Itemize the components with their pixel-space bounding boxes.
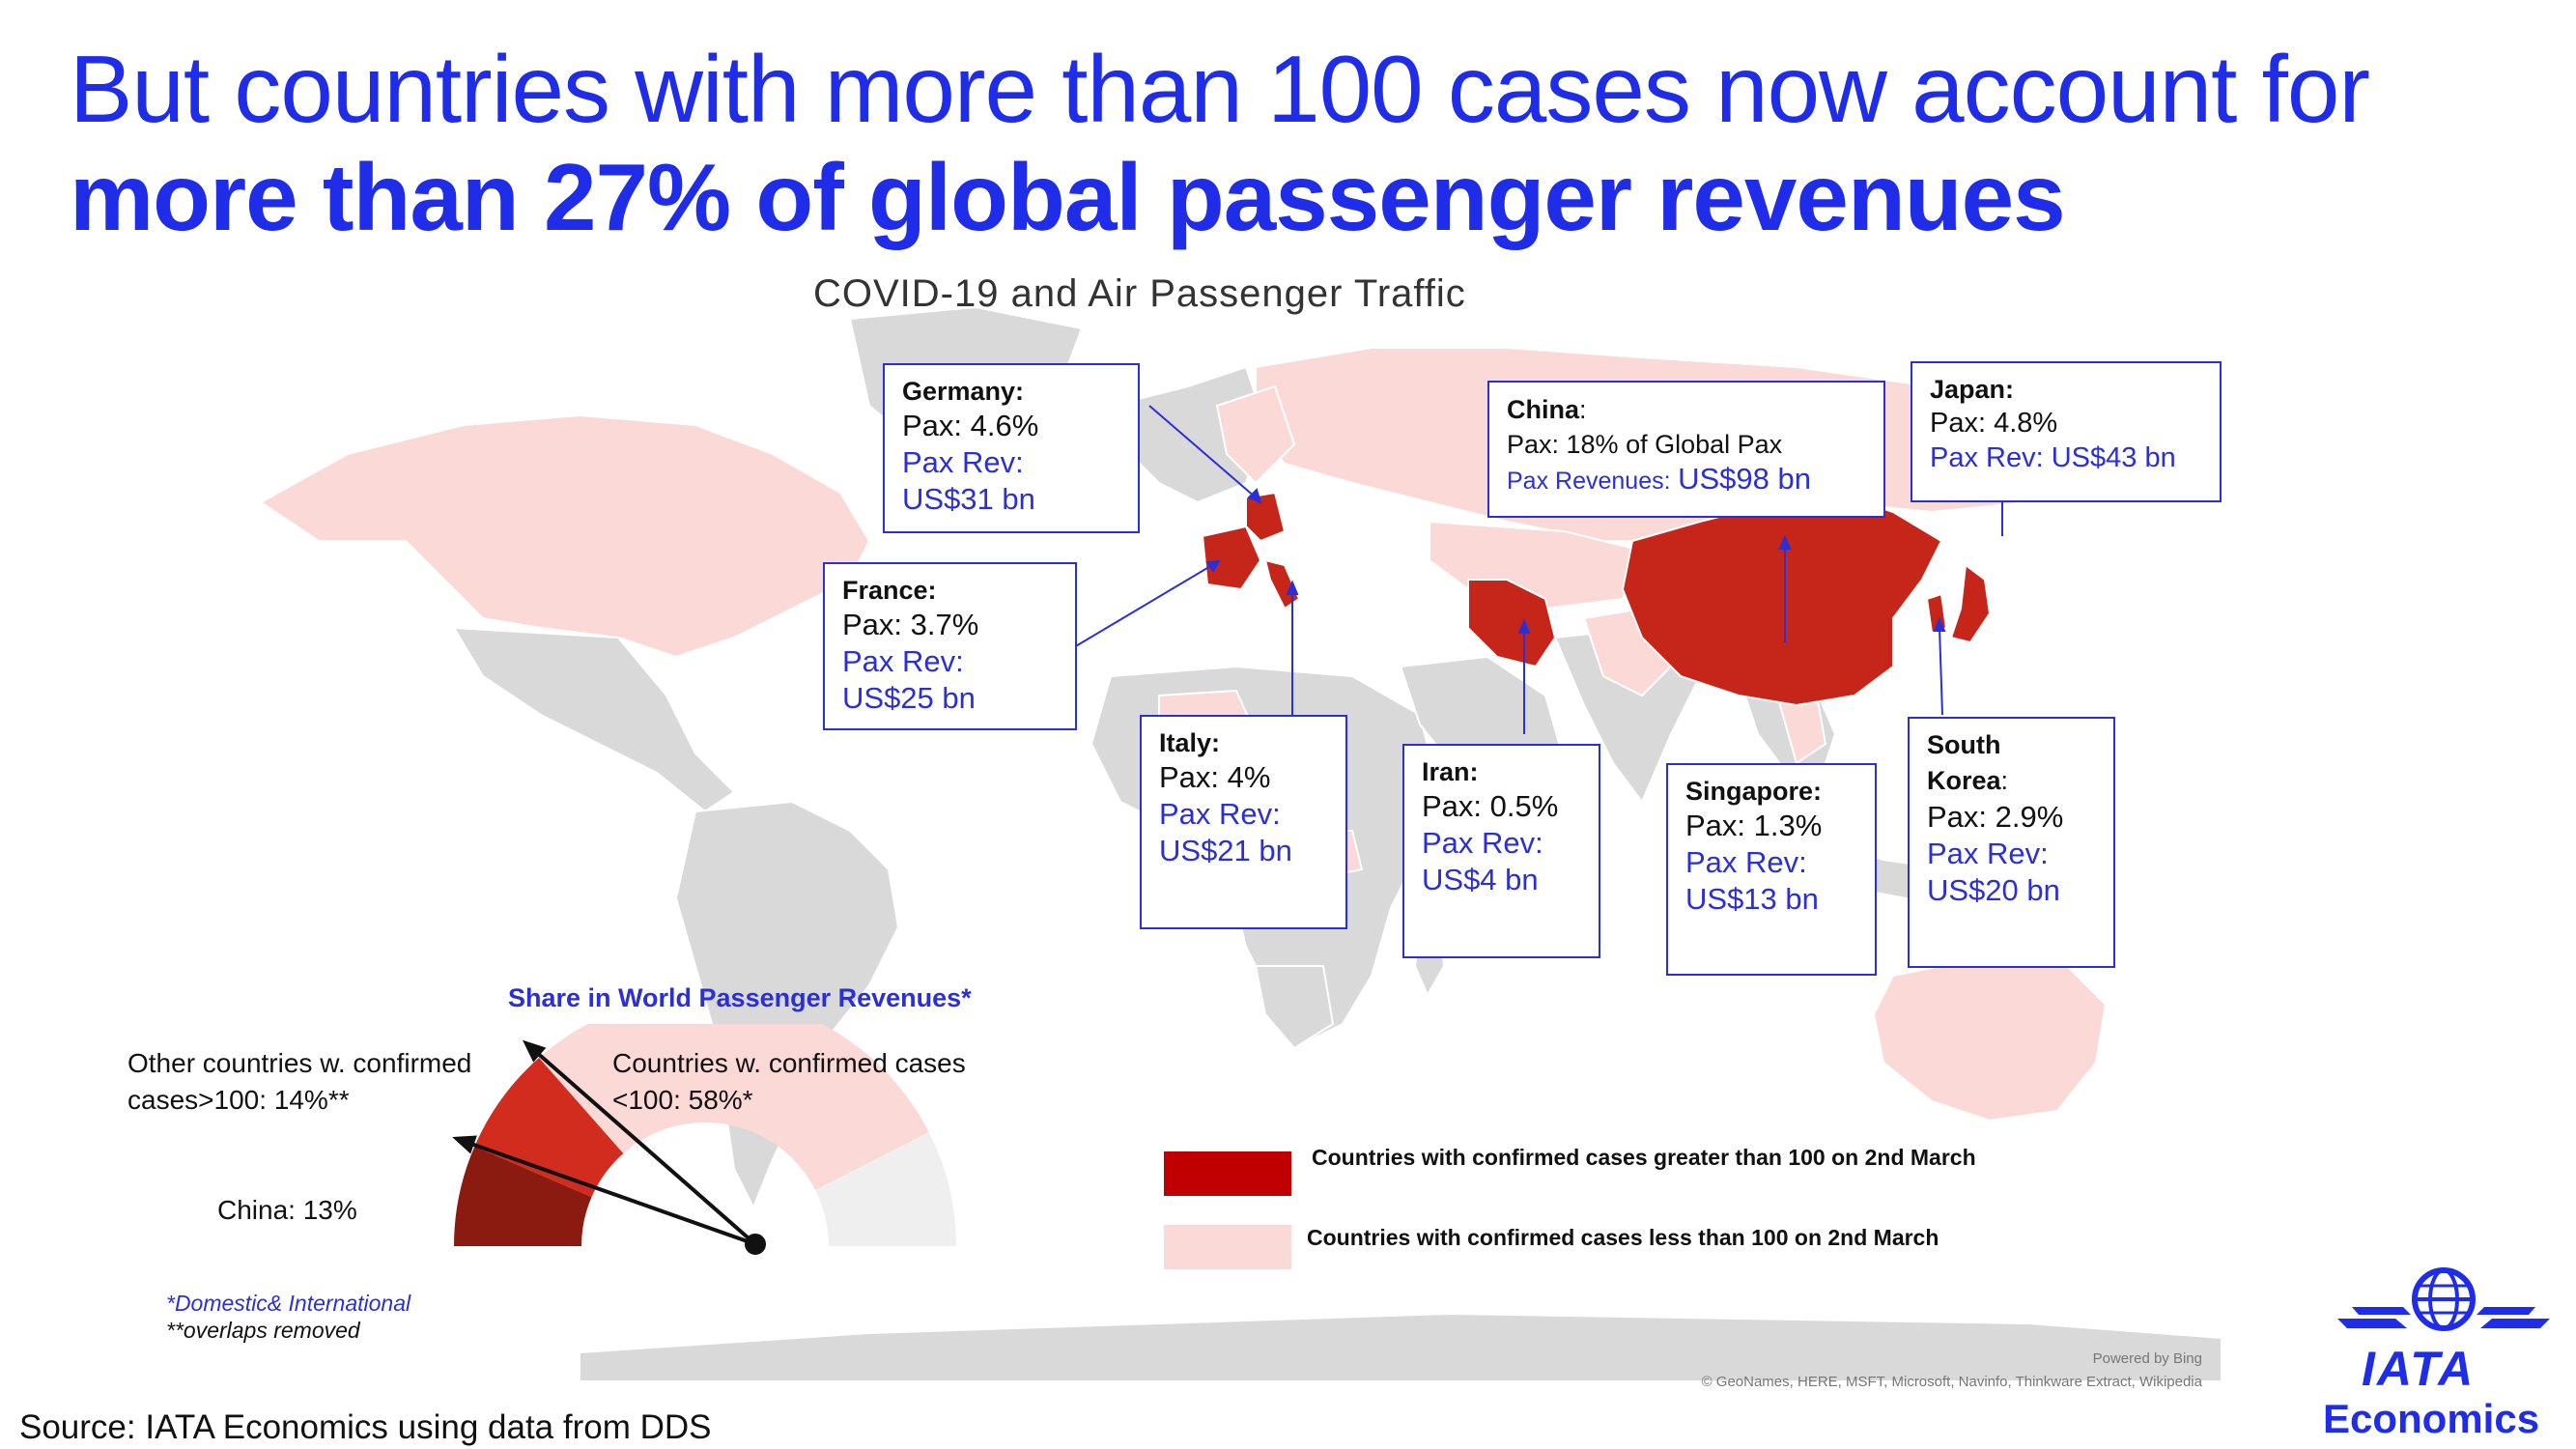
callout-china-name: China xyxy=(1507,395,1580,424)
gauge-label-low: Countries w. confirmed cases <100: 58%* xyxy=(612,1045,1018,1119)
callout-italy-rev-value: US$21 bn xyxy=(1159,834,1292,867)
callout-china-rev-value: US$98 bn xyxy=(1678,462,1811,496)
callout-italy-rev-label: Pax Rev: xyxy=(1159,797,1281,831)
callout-south-korea-pax: Pax: 2.9% xyxy=(1927,800,2064,834)
callout-singapore-rev-label: Pax Rev: xyxy=(1685,845,1807,879)
legend-swatch-low xyxy=(1164,1225,1291,1269)
map-credit-bing: Powered by Bing xyxy=(2092,1350,2202,1367)
callout-france: France: Pax: 3.7% Pax Rev: US$25 bn xyxy=(823,562,1077,730)
callout-japan-rev: Pax Rev: US$43 bn xyxy=(1930,442,2176,473)
callout-iran-name: Iran: xyxy=(1422,757,1479,786)
callout-italy-name: Italy: xyxy=(1159,728,1221,757)
gauge-needle-head-2 xyxy=(522,1039,547,1063)
callout-iran: Iran: Pax: 0.5% Pax Rev: US$4 bn xyxy=(1402,744,1600,958)
legend-label-high: Countries with confirmed cases greater t… xyxy=(1312,1145,1976,1170)
gauge-label-other-line1: Other countries w. confirmed xyxy=(127,1048,472,1078)
callout-iran-rev-value: US$4 bn xyxy=(1422,863,1539,896)
callout-south-korea-rev-value: US$20 bn xyxy=(1927,873,2060,907)
revenue-share-gauge xyxy=(452,1024,956,1255)
note-domestic-international: *Domestic& International xyxy=(166,1291,411,1316)
callout-china: China: Pax: 18% of Global Pax Pax Revenu… xyxy=(1487,381,1885,518)
gauge-title: Share in World Passenger Revenues* xyxy=(508,983,972,1012)
callout-germany-rev-label: Pax Rev: xyxy=(902,445,1024,479)
callout-south-korea-name-line2: Korea xyxy=(1927,766,2001,795)
legend-label-low: Countries with confirmed cases less than… xyxy=(1307,1225,1939,1250)
callout-italy: Italy: Pax: 4% Pax Rev: US$21 bn xyxy=(1140,715,1347,929)
callout-france-rev-value: US$25 bn xyxy=(842,681,976,715)
callout-germany-name: Germany: xyxy=(902,377,1025,406)
gauge-label-low-line1: Countries w. confirmed cases xyxy=(612,1048,966,1078)
callout-germany: Germany: Pax: 4.6% Pax Rev: US$31 bn xyxy=(883,363,1140,533)
callout-china-suffix: : xyxy=(1579,395,1587,424)
callout-germany-rev-value: US$31 bn xyxy=(902,482,1035,516)
gauge-needle-head-1 xyxy=(452,1135,477,1154)
note-overlaps-removed: **overlaps removed xyxy=(166,1318,360,1343)
callout-south-korea-rev-label: Pax Rev: xyxy=(1927,837,2049,870)
gauge-segment-3 xyxy=(539,1024,929,1190)
gauge-segment-2 xyxy=(474,1057,624,1198)
callout-france-name: France: xyxy=(842,576,937,605)
callout-china-pax: Pax: 18% of Global Pax xyxy=(1507,430,1783,459)
gauge-segment-1 xyxy=(454,1146,592,1246)
gauge-needle-2 xyxy=(524,1041,757,1246)
iata-globe-logo-icon xyxy=(2337,1267,2550,1331)
callout-south-korea: South Korea: Pax: 2.9% Pax Rev: US$20 bn xyxy=(1908,717,2115,968)
callout-china-rev-label: Pax Revenues: xyxy=(1507,468,1671,495)
gauge-label-other-line2: cases>100: 14%** xyxy=(127,1085,350,1115)
callout-singapore-pax: Pax: 1.3% xyxy=(1685,809,1823,842)
gauge-segment-4 xyxy=(815,1131,956,1246)
headline-line-2: more than 27% of global passenger revenu… xyxy=(70,144,2066,250)
iata-logo-word: IATA xyxy=(2362,1342,2476,1396)
iata-logo-sub: Economics xyxy=(2323,1396,2540,1441)
callout-japan: Japan: Pax: 4.8% Pax Rev: US$43 bn xyxy=(1911,361,2222,502)
map-title: COVID-19 and Air Passenger Traffic xyxy=(813,272,1466,315)
callout-south-korea-suffix: : xyxy=(2000,766,2009,795)
gauge-label-china: China: 13% xyxy=(217,1195,357,1225)
headline-line-1: But countries with more than 100 cases n… xyxy=(70,36,2370,142)
map-credit-sources: © GeoNames, HERE, MSFT, Microsoft, Navin… xyxy=(1701,1374,2202,1390)
callout-singapore-name: Singapore: xyxy=(1685,777,1823,806)
callout-italy-pax: Pax: 4% xyxy=(1159,760,1271,794)
callout-south-korea-name-line1: South xyxy=(1927,730,2001,759)
callout-germany-pax: Pax: 4.6% xyxy=(902,409,1039,442)
callout-iran-rev-label: Pax Rev: xyxy=(1422,826,1543,860)
callout-singapore: Singapore: Pax: 1.3% Pax Rev: US$13 bn xyxy=(1666,763,1877,976)
gauge-label-low-line2: <100: 58%* xyxy=(612,1085,753,1115)
callout-france-rev-label: Pax Rev: xyxy=(842,644,964,678)
callout-france-pax: Pax: 3.7% xyxy=(842,608,979,641)
callout-iran-pax: Pax: 0.5% xyxy=(1422,789,1559,823)
gauge-hub xyxy=(745,1234,766,1255)
gauge-label-other: Other countries w. confirmed cases>100: … xyxy=(127,1045,533,1119)
source-note: Source: IATA Economics using data from D… xyxy=(19,1408,712,1446)
callout-japan-pax: Pax: 4.8% xyxy=(1930,408,2058,439)
gauge-needle-1 xyxy=(456,1136,756,1246)
callout-singapore-rev-value: US$13 bn xyxy=(1685,882,1819,916)
callout-japan-name: Japan: xyxy=(1930,375,2015,404)
legend-swatch-high xyxy=(1164,1151,1291,1196)
